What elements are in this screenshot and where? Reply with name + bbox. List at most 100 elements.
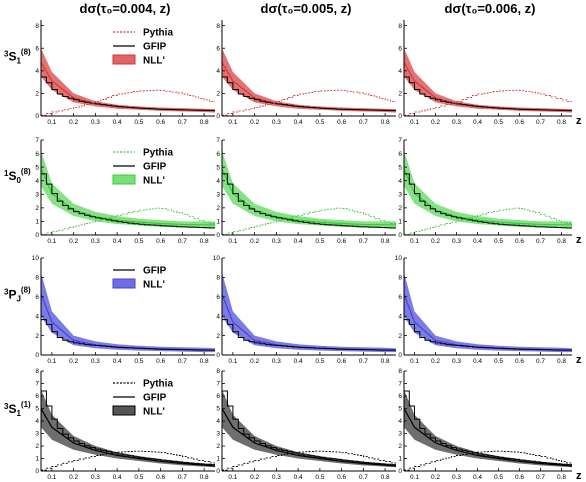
y-tick-label: 0: [216, 468, 220, 475]
x-tick-label: 0.6: [337, 358, 346, 365]
x-tick-label: 0.5: [315, 358, 324, 365]
nll-band: [222, 150, 396, 229]
x-tick-label: 0.8: [200, 119, 209, 126]
y-tick-label: 1: [398, 219, 402, 226]
y-tick-label: 2: [398, 333, 402, 340]
legend-item-2: NLL': [112, 405, 165, 418]
y-tick-label: 10: [32, 255, 40, 262]
y-tick-label: 1: [35, 219, 39, 226]
x-tick-label: 0.6: [156, 119, 165, 126]
x-tick-label: 0.7: [536, 238, 545, 245]
x-tick-label: 0.6: [337, 474, 346, 481]
y-tick-label: 4: [35, 68, 39, 75]
x-tick-label: 0.8: [200, 474, 209, 481]
legend-item-1: GFIP: [113, 162, 167, 173]
y-tick-label: 7: [216, 137, 220, 144]
x-tick-label: 0.4: [113, 119, 122, 126]
x-tick-label: 0.6: [156, 238, 165, 245]
x-tick-label: 0.3: [272, 238, 281, 245]
y-tick-label: 5: [35, 164, 39, 171]
legend-swatch: [112, 174, 136, 185]
x-tick-label: 0.3: [452, 358, 461, 365]
y-tick-label: 8: [35, 368, 39, 375]
y-tick-label: 8: [35, 275, 39, 282]
y-tick-label: 7: [398, 381, 402, 388]
x-tick-label: 0.3: [272, 358, 281, 365]
y-tick-label: 0: [35, 232, 39, 239]
y-tick-label: 8: [398, 275, 402, 282]
y-tick-label: 6: [216, 45, 220, 52]
x-tick-label: 0.8: [381, 238, 390, 245]
y-tick-label: 3: [398, 431, 402, 438]
y-tick-label: 2: [216, 91, 220, 98]
x-tick-label: 0.3: [91, 474, 100, 481]
nll-band: [404, 48, 572, 113]
y-tick-label: 0: [398, 352, 402, 359]
x-tick-label: 0.2: [431, 238, 440, 245]
panel-r3-c1: 0 1 2 3 4 5 6 7 8 0.1 0.2 0.3 0.4 0.5 0.6 0.7 0.8: [216, 368, 397, 481]
y-tick-label: 4: [398, 178, 402, 185]
x-tick-label: 0.7: [536, 119, 545, 126]
y-tick-label: 8: [216, 275, 220, 282]
x-tick-label: 0.6: [515, 358, 524, 365]
x-tick-label: 0.1: [47, 119, 56, 126]
y-tick-label: 2: [35, 333, 39, 340]
y-tick-label: 0: [216, 232, 220, 239]
legend-label: GFIP: [143, 266, 167, 277]
gfip-histogram: [221, 319, 396, 355]
x-tick-label: 0.2: [250, 358, 259, 365]
y-tick-label: 8: [216, 368, 220, 375]
x-tick-label: 0.7: [178, 238, 187, 245]
pythia-histogram: [222, 450, 396, 471]
x-tick-label: 0.5: [494, 238, 503, 245]
nll-central-line: [221, 408, 397, 467]
y-tick-label: 2: [216, 205, 220, 212]
x-tick-label: 0.8: [381, 358, 390, 365]
x-tick-label: 0.7: [359, 119, 368, 126]
y-tick-label: 1: [35, 456, 39, 463]
nll-band: [222, 389, 396, 468]
x-tick-label: 0.3: [272, 119, 281, 126]
x-tick-label: 0.4: [473, 474, 482, 481]
x-tick-label: 0.2: [431, 119, 440, 126]
y-tick-label: 4: [35, 313, 39, 320]
y-tick-label: 4: [398, 68, 402, 75]
panel-r3-c0: 0 1 2 3 4 5 6 7 8 0.1 0.2 0.3 0.4 0.5 0.6 0.7 0.8 Pythia G…: [35, 368, 216, 481]
legend-label: NLL': [143, 176, 165, 187]
x-tick-label: 0.5: [315, 119, 324, 126]
x-tick-label: 0.6: [515, 238, 524, 245]
panel-r0-c2: 0 2 4 6 8 0.1 0.2 0.3 0.4 0.5 0.6 0.7 0.8 z: [398, 20, 582, 127]
column-title-3: dσ(τ₀=0.006, z): [445, 1, 536, 16]
panel-r3-c2: 0 1 2 3 4 5 6 7 8 0.1 0.2 0.3 0.4 0.5 0.6 0.7 0.8 z: [398, 368, 582, 482]
y-tick-label: 6: [216, 393, 220, 400]
y-tick-label: 8: [398, 368, 402, 375]
x-tick-label: 0.2: [250, 238, 259, 245]
x-tick-label: 0.7: [178, 358, 187, 365]
x-tick-label: 0.8: [557, 474, 566, 481]
x-tick-label: 0.7: [359, 358, 368, 365]
y-tick-label: 0: [216, 352, 220, 359]
row-label-1: 1S0(8): [4, 167, 31, 185]
row-label-3: 3S1(1): [4, 400, 31, 418]
x-tick-label: 0.6: [515, 119, 524, 126]
x-axis-label: z: [576, 115, 582, 127]
y-tick-label: 0: [35, 468, 39, 475]
gfip-histogram: [403, 173, 572, 235]
y-tick-label: 6: [35, 45, 39, 52]
x-tick-label: 0.3: [91, 238, 100, 245]
column-title-2: dσ(τ₀=0.005, z): [261, 1, 352, 16]
legend-item-0: Pythia: [113, 148, 173, 159]
x-tick-label: 0.8: [557, 358, 566, 365]
nll-band: [41, 389, 215, 468]
gfip-histogram: [40, 319, 215, 355]
y-tick-label: 6: [216, 151, 220, 158]
gfip-histogram: [221, 390, 396, 471]
x-tick-label: 0.4: [294, 474, 303, 481]
x-tick-label: 0.6: [156, 358, 165, 365]
nll-band: [404, 150, 572, 229]
legend-label: NLL': [143, 280, 165, 291]
y-tick-label: 2: [398, 443, 402, 450]
gfip-histogram: [40, 390, 215, 471]
x-tick-label: 0.6: [156, 474, 165, 481]
